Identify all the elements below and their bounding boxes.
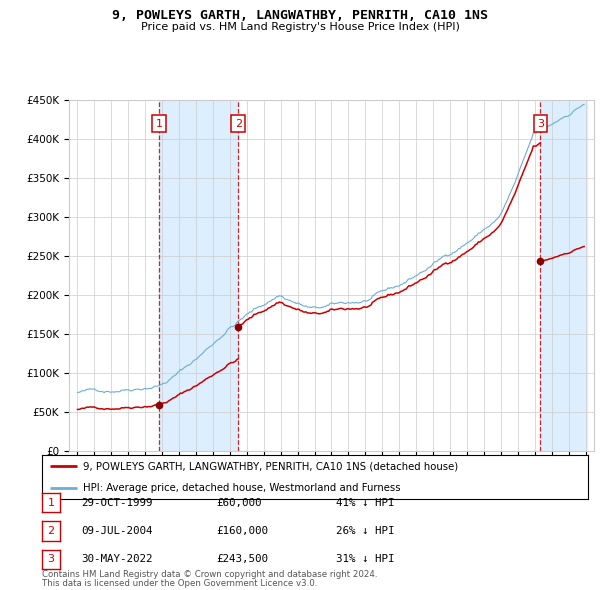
Text: 26% ↓ HPI: 26% ↓ HPI — [336, 526, 395, 536]
Text: 3: 3 — [47, 555, 55, 564]
Text: 2: 2 — [235, 119, 242, 129]
Text: £160,000: £160,000 — [216, 526, 268, 536]
Text: 2: 2 — [47, 526, 55, 536]
Text: 41% ↓ HPI: 41% ↓ HPI — [336, 498, 395, 507]
Text: 29-OCT-1999: 29-OCT-1999 — [81, 498, 152, 507]
Text: 09-JUL-2004: 09-JUL-2004 — [81, 526, 152, 536]
Text: £60,000: £60,000 — [216, 498, 262, 507]
Text: 3: 3 — [537, 119, 544, 129]
Text: 1: 1 — [47, 498, 55, 507]
Text: 31% ↓ HPI: 31% ↓ HPI — [336, 555, 395, 564]
Text: HPI: Average price, detached house, Westmorland and Furness: HPI: Average price, detached house, West… — [83, 483, 401, 493]
Text: This data is licensed under the Open Government Licence v3.0.: This data is licensed under the Open Gov… — [42, 579, 317, 588]
Text: £243,500: £243,500 — [216, 555, 268, 564]
Text: 1: 1 — [156, 119, 163, 129]
Text: Price paid vs. HM Land Registry's House Price Index (HPI): Price paid vs. HM Land Registry's House … — [140, 22, 460, 32]
Bar — [541, 100, 587, 451]
Text: Contains HM Land Registry data © Crown copyright and database right 2024.: Contains HM Land Registry data © Crown c… — [42, 571, 377, 579]
Text: 9, POWLEYS GARTH, LANGWATHBY, PENRITH, CA10 1NS (detached house): 9, POWLEYS GARTH, LANGWATHBY, PENRITH, C… — [83, 461, 458, 471]
Bar — [160, 100, 238, 451]
Text: 30-MAY-2022: 30-MAY-2022 — [81, 555, 152, 564]
Text: 9, POWLEYS GARTH, LANGWATHBY, PENRITH, CA10 1NS: 9, POWLEYS GARTH, LANGWATHBY, PENRITH, C… — [112, 9, 488, 22]
